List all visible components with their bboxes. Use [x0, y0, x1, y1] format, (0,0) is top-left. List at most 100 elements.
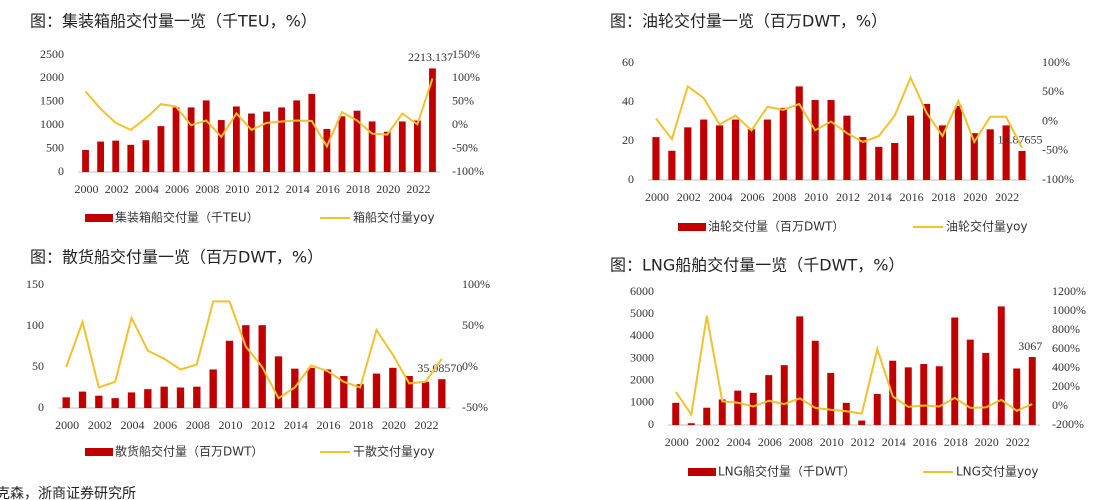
bar	[160, 386, 168, 408]
bar	[389, 367, 397, 408]
bar	[340, 376, 348, 408]
bar	[920, 364, 928, 425]
bar	[217, 120, 225, 172]
bar	[716, 125, 724, 180]
yoy-line	[655, 75, 1023, 149]
x-tick-label: 2002	[677, 190, 701, 204]
bar	[891, 142, 899, 180]
bar	[796, 316, 804, 425]
x-tick-label: 2002	[696, 435, 720, 449]
bar	[873, 393, 881, 425]
bar	[703, 407, 711, 425]
bar	[997, 306, 1005, 425]
bar	[62, 397, 70, 408]
bar	[687, 423, 695, 425]
y-tick-label: 150	[26, 277, 44, 291]
bar	[278, 107, 286, 172]
bar	[749, 392, 757, 425]
bar	[274, 356, 283, 408]
bar	[263, 111, 270, 172]
bar	[780, 365, 788, 425]
bar	[747, 129, 756, 180]
y2-tick-label: 50%	[1042, 84, 1064, 98]
bar	[112, 140, 120, 172]
bar	[323, 369, 332, 408]
bar	[907, 115, 915, 180]
x-tick-label: 2006	[758, 435, 782, 449]
bar	[142, 140, 150, 172]
legend-label: 油轮交付量yoy	[946, 219, 1028, 234]
x-tick-label: 2010	[820, 435, 844, 449]
legend-label: LNG船交付量（千DWT）	[718, 464, 855, 479]
x-tick-label: 2020	[376, 182, 400, 196]
y-tick-label: 0	[38, 400, 44, 414]
bar	[368, 121, 376, 172]
y-tick-label: 2000	[40, 70, 64, 84]
bar	[718, 399, 726, 425]
bar	[1018, 150, 1026, 180]
bar	[954, 105, 962, 180]
x-tick-label: 2006	[153, 418, 177, 432]
bar	[875, 146, 883, 180]
yoy-line	[674, 315, 1033, 418]
bar	[672, 402, 680, 425]
x-tick-label: 2020	[975, 435, 999, 449]
x-tick-label: 2000	[645, 190, 669, 204]
y-tick-label: 5000	[630, 306, 654, 320]
bar	[951, 317, 959, 425]
bar	[248, 113, 255, 172]
bar	[668, 150, 676, 180]
x-tick-label: 2008	[789, 435, 813, 449]
bar	[429, 68, 436, 172]
data-label: 35.08570	[417, 361, 462, 375]
source-note: 克森，浙商证券研究所	[0, 486, 136, 500]
bar	[982, 352, 990, 425]
y2-tick-label: -200%	[1052, 417, 1084, 431]
bar	[827, 372, 835, 425]
x-tick-label: 2000	[75, 182, 99, 196]
bar	[323, 128, 331, 172]
bar	[421, 381, 430, 408]
bar	[95, 395, 103, 408]
y-tick-label: 500	[46, 140, 64, 154]
legend-label: 油轮交付量（百万DWT）	[708, 219, 844, 234]
bar	[353, 110, 361, 172]
y2-tick-label: 100%	[1042, 55, 1070, 69]
bar	[438, 379, 446, 408]
legend-swatch	[678, 223, 706, 231]
y2-tick-label: 0%	[462, 359, 478, 373]
y-tick-label: 0	[58, 164, 64, 178]
bar	[811, 340, 819, 425]
x-tick-label: 2014	[284, 418, 308, 432]
x-tick-label: 2016	[900, 190, 924, 204]
y2-tick-label: 1200%	[1052, 284, 1086, 298]
chart-title: 图：油轮交付量一览（百万DWT，%）	[610, 12, 887, 31]
x-tick-label: 2020	[963, 190, 987, 204]
x-tick-label: 2020	[382, 418, 406, 432]
bar	[338, 116, 346, 172]
x-tick-label: 2002	[88, 418, 112, 432]
bar	[78, 391, 87, 408]
bar	[1013, 368, 1021, 425]
bar	[858, 420, 866, 425]
y-tick-label: 1000	[630, 395, 654, 409]
bar	[731, 119, 740, 180]
bar	[889, 360, 897, 425]
yoy-line	[84, 78, 434, 149]
y2-tick-label: 150%	[452, 47, 480, 61]
legend-label: 集装箱船交付量（千TEU）	[115, 210, 259, 225]
y2-tick-label: -50%	[1042, 143, 1068, 157]
chart-title: 图：LNG船舶交付量一览（千DWT，%）	[610, 256, 904, 275]
y-tick-label: 0	[648, 417, 654, 431]
y2-tick-label: -50%	[462, 400, 488, 414]
bar	[734, 390, 742, 425]
y-tick-label: 0	[628, 172, 634, 186]
bar	[843, 115, 851, 180]
x-tick-label: 2012	[851, 435, 875, 449]
chart-title: 图：集装箱船交付量一览（千TEU，%）	[30, 12, 317, 31]
x-tick-label: 2008	[186, 418, 210, 432]
x-tick-label: 2018	[349, 418, 373, 432]
bar	[405, 376, 413, 408]
y-tick-label: 20	[622, 133, 634, 147]
legend-swatch	[688, 468, 716, 476]
